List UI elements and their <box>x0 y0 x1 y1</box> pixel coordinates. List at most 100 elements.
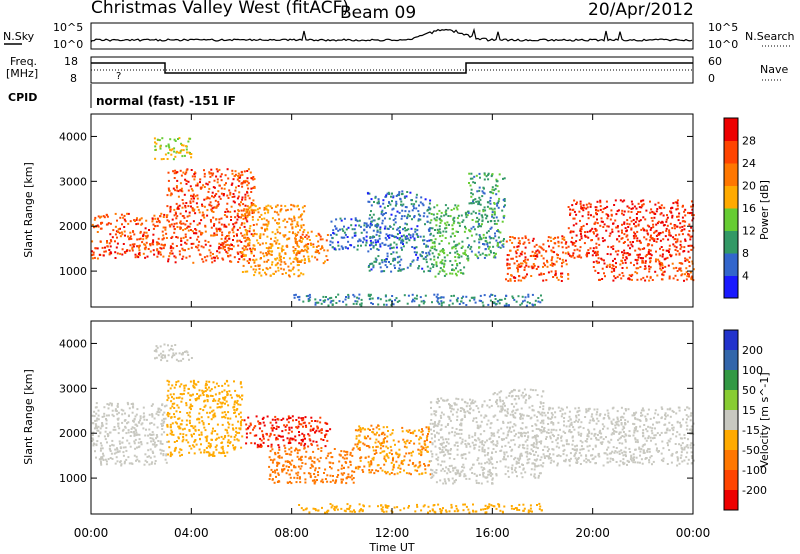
power-cell <box>187 140 190 143</box>
power-cell <box>587 252 590 255</box>
vel-cell <box>481 450 484 453</box>
power-cell <box>218 221 221 224</box>
vel-cell <box>94 419 97 422</box>
power-cell <box>560 272 562 275</box>
vel-cell <box>223 436 226 439</box>
power-cell <box>392 195 395 198</box>
power-cell <box>460 300 463 303</box>
power-cell <box>425 261 428 264</box>
power-cell <box>242 264 245 267</box>
power-cell <box>250 208 253 211</box>
vel-cell <box>297 416 300 419</box>
power-cell <box>556 256 559 259</box>
vel-cell <box>141 422 144 425</box>
vel-cell <box>260 445 263 448</box>
power-cell <box>247 168 250 171</box>
power-cell <box>485 254 488 257</box>
power-cell <box>389 247 392 250</box>
vel-cell <box>205 439 208 442</box>
power-cell <box>525 262 528 265</box>
vel-cell <box>481 403 484 406</box>
power-cell <box>200 231 203 234</box>
vel-cell <box>237 394 240 397</box>
vel-cell <box>453 458 456 460</box>
vel-cell <box>205 383 208 386</box>
power-cell <box>492 237 495 240</box>
vel-cell <box>340 478 343 481</box>
vel-cell <box>188 411 191 414</box>
vel-cell <box>258 422 261 425</box>
power-cell <box>533 245 536 248</box>
power-cell <box>435 249 438 252</box>
power-cell <box>518 265 521 268</box>
vel-cell <box>161 419 164 422</box>
vel-cell <box>169 423 172 426</box>
vel-cell <box>368 471 371 474</box>
vel-cell <box>159 352 162 355</box>
vel-cell <box>389 445 392 448</box>
vel-cell <box>303 434 306 437</box>
power-cell <box>141 241 144 244</box>
power-cell <box>276 257 279 260</box>
power-cell <box>202 260 205 263</box>
vel-cell <box>155 356 158 359</box>
vel-cell <box>161 428 164 430</box>
power-cell <box>101 246 104 249</box>
power-cell <box>683 224 686 227</box>
power-cell <box>243 254 245 257</box>
vel-cell <box>171 396 173 399</box>
power-cell <box>384 212 387 214</box>
power-cell <box>278 218 281 221</box>
power-cell <box>517 263 520 266</box>
power-cell <box>215 205 218 208</box>
power-cell <box>645 254 648 256</box>
power-cell <box>651 279 654 281</box>
power-cell <box>436 204 439 207</box>
power-cell <box>376 225 379 228</box>
power-ylabel: Slant Range [km] <box>22 162 35 258</box>
power-cell <box>619 199 622 202</box>
power-cell <box>687 250 690 253</box>
power-cell <box>433 248 436 251</box>
power-cell <box>347 226 350 229</box>
power-cell <box>249 206 252 209</box>
power-cell <box>266 228 269 231</box>
power-cell <box>277 213 280 216</box>
power-cell <box>481 252 484 255</box>
power-cell <box>293 257 296 260</box>
power-cell <box>234 216 237 219</box>
power-cell <box>526 273 528 276</box>
power-cell <box>542 262 545 265</box>
power-cell <box>634 232 637 235</box>
vel-cell <box>102 452 104 455</box>
vel-cell <box>256 443 259 446</box>
vel-cell <box>133 433 136 436</box>
power-cell <box>252 268 255 271</box>
power-cell <box>128 249 131 252</box>
power-cell <box>293 217 296 219</box>
vel-cell <box>376 445 379 448</box>
power-cell <box>479 203 482 206</box>
power-cell <box>199 178 202 181</box>
vel-cell <box>437 397 439 400</box>
power-cell <box>659 239 662 242</box>
power-cell <box>456 231 459 233</box>
vel-cell <box>359 459 362 462</box>
power-cell <box>179 220 182 223</box>
power-cell <box>636 259 639 261</box>
vel-cell <box>167 453 170 456</box>
vel-cell <box>288 426 291 429</box>
power-cell <box>392 303 395 306</box>
vel-cell <box>233 447 236 450</box>
power-cell <box>505 302 508 305</box>
power-cell <box>144 227 147 230</box>
power-cell <box>518 275 521 278</box>
power-cell <box>245 218 248 221</box>
power-cell <box>182 222 185 225</box>
power-cell <box>254 265 257 267</box>
power-cell <box>422 302 425 305</box>
vel-cell <box>399 471 402 474</box>
vel-cell <box>181 428 184 431</box>
colorbar-swatch <box>724 118 738 141</box>
power-cell <box>573 241 576 244</box>
